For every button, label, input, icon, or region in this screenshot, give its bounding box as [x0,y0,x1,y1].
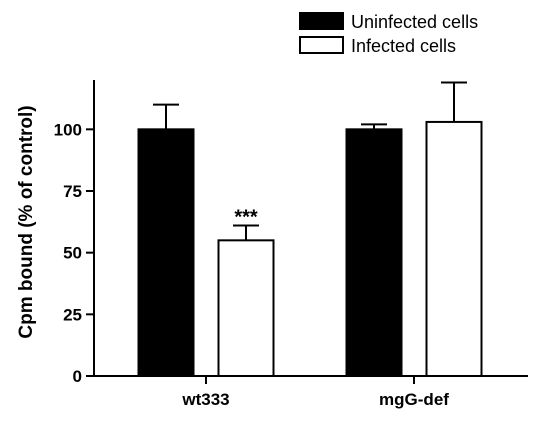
legend: Uninfected cells Infected cells [299,12,478,56]
bars [137,120,483,377]
bar-uninfected-cells-wt333 [137,128,195,377]
y-tick-label: 50 [63,244,82,263]
annotations: *** [234,207,258,229]
y-tick-label: 0 [73,367,82,386]
legend-label: Infected cells [351,36,456,56]
legend-swatch [299,12,344,30]
y-tick-label: 100 [54,120,82,139]
legend-swatch [299,36,344,54]
bar-uninfected-cells-mgg-def [345,128,403,377]
y-tick-label: 25 [63,305,82,324]
bar-infected-cells-mgg-def [425,120,483,377]
error-bars [153,81,467,241]
bar-infected-cells-wt333 [217,239,275,377]
y-tick-label: 75 [63,182,82,201]
significance-annotation: *** [234,207,258,229]
y-axis-label: Cpm bound (% of control) [16,105,37,338]
axes: 0 25 50 75 100 wt333 mgG-def [54,80,528,409]
x-tick-label: wt333 [181,390,229,409]
x-tick-label: mgG-def [379,390,449,409]
legend-label: Uninfected cells [351,12,478,32]
